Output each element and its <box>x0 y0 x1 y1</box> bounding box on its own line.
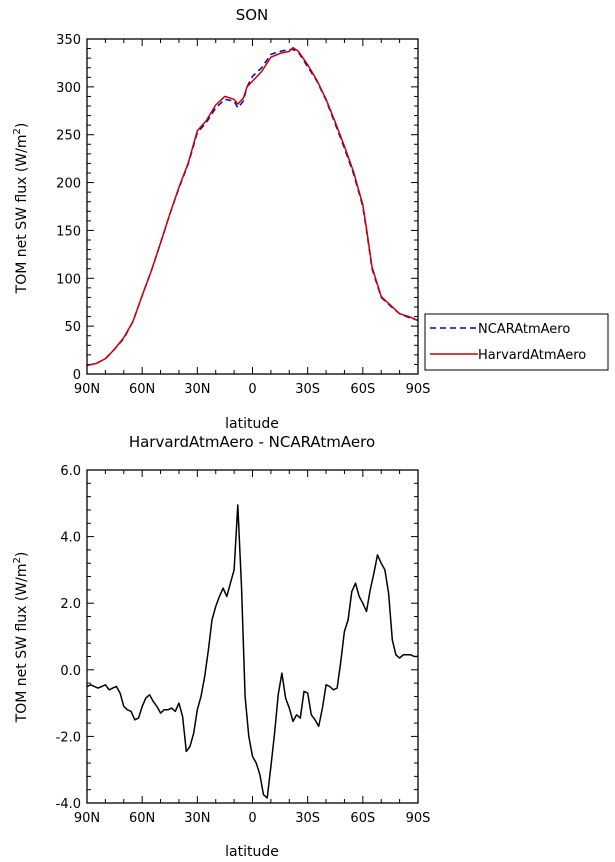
top-xtick-label: 90N <box>74 382 100 397</box>
top-ytick-label: 50 <box>64 320 81 335</box>
bottom-chart-ticks: -4.0 -2.0 0.0 2.0 4.0 6.0 90N 60N 30N 0 30S 60S 90S <box>56 464 431 826</box>
bottom-xtick-label: 60S <box>350 811 375 826</box>
bottom-ylabel-close: ) <box>14 552 30 557</box>
top-ylabel-main: TOM net SW flux (W/m <box>14 135 30 295</box>
bottom-ytick-label: 6.0 <box>60 464 81 479</box>
bottom-series-line-difference <box>86 504 418 799</box>
top-xtick-label: 30S <box>295 382 320 397</box>
top-chart-legend: NCARAtmAero HarvardAtmAero <box>424 313 609 371</box>
top-xtick-label: 0 <box>248 382 256 397</box>
top-chart-xlabel: latitude <box>225 416 279 432</box>
top-ytick-label: 150 <box>56 224 81 239</box>
top-xtick-label: 90S <box>406 382 431 397</box>
legend-label-ncaratmaero: NCARAtmAero <box>478 322 570 337</box>
bottom-xtick-label: 90S <box>406 811 431 826</box>
top-xtick-label: 30N <box>184 382 210 397</box>
top-xtick-label: 60N <box>129 382 155 397</box>
bottom-ytick-label: 2.0 <box>60 597 81 612</box>
bottom-ytick-label: 4.0 <box>60 531 81 546</box>
bottom-chart-series <box>86 504 418 799</box>
legend-label-harvardatmaero: HarvardAtmAero <box>478 348 586 363</box>
top-chart-panel: SON TOM net SW flux (W/m2) latitude 0 50 1… <box>12 6 430 432</box>
top-xtick-label: 60S <box>350 382 375 397</box>
top-chart-ylabel: TOM net SW flux (W/m2) <box>12 123 30 295</box>
top-series-line-ncaratmaero <box>86 48 419 367</box>
bottom-chart-plot-frame <box>86 469 419 804</box>
bottom-chart-title: HarvardAtmAero - NCARAtmAero <box>129 433 375 451</box>
top-ytick-label: 200 <box>56 177 81 192</box>
bottom-xtick-label: 0 <box>248 811 256 826</box>
top-chart-ticks: 0 50 100 150 200 250 300 350 90N 60N 30N 0 30S 60S 90S <box>56 33 430 397</box>
top-series-line-harvardatmaero <box>86 46 419 367</box>
bottom-chart-panel: HarvardAtmAero - NCARAtmAero TOM net SW … <box>12 433 430 860</box>
top-chart-plot-frame <box>86 38 419 375</box>
bottom-xtick-label: 30N <box>184 811 210 826</box>
bottom-ytick-label: -2.0 <box>56 730 81 745</box>
top-ytick-label: 300 <box>56 81 81 96</box>
bottom-ytick-label: -4.0 <box>56 797 81 812</box>
bottom-ylabel-main: TOM net SW flux (W/m <box>14 564 30 724</box>
top-ytick-label: 250 <box>56 129 81 144</box>
bottom-xtick-label: 90N <box>74 811 100 826</box>
top-ytick-label: 100 <box>56 272 81 287</box>
bottom-ylabel-exponent: 2 <box>12 557 23 563</box>
top-ylabel-exponent: 2 <box>12 128 23 134</box>
top-chart-title: SON <box>236 6 269 24</box>
bottom-chart-ylabel: TOM net SW flux (W/m2) <box>12 552 30 724</box>
top-ylabel-close: ) <box>14 123 30 128</box>
bottom-ytick-label: 0.0 <box>60 664 81 679</box>
bottom-xtick-label: 30S <box>295 811 320 826</box>
bottom-xtick-label: 60N <box>129 811 155 826</box>
top-chart-series <box>86 46 419 367</box>
bottom-chart-xlabel: latitude <box>225 844 279 860</box>
legend-box <box>424 313 609 371</box>
top-ytick-label: 350 <box>56 33 81 48</box>
top-ytick-label: 0 <box>73 368 81 383</box>
